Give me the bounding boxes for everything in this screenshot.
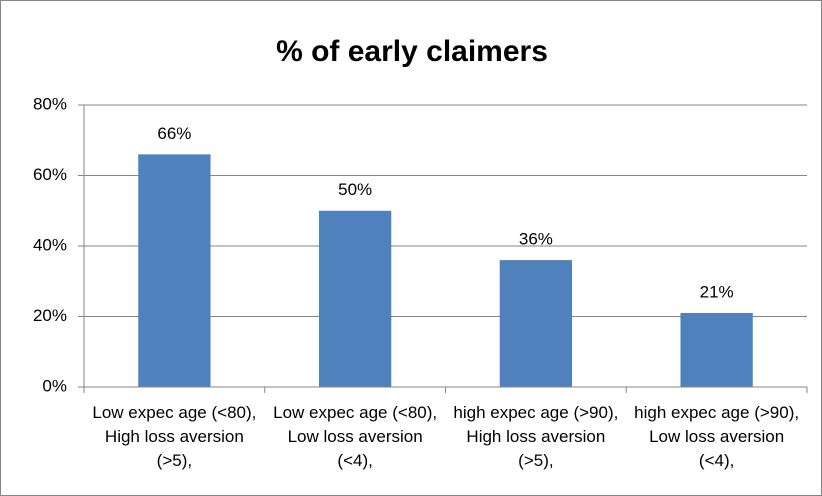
bar bbox=[499, 260, 573, 387]
y-tick-label: 0% bbox=[42, 376, 67, 395]
value-label: 66% bbox=[157, 124, 191, 143]
y-tick-label: 60% bbox=[33, 165, 67, 184]
y-tick-label: 40% bbox=[33, 235, 67, 254]
y-tick-label: 20% bbox=[33, 306, 67, 325]
value-label: 21% bbox=[700, 282, 734, 301]
y-tick-label: 80% bbox=[33, 94, 67, 113]
x-tick-label: high expec age (>90), Low loss aversion … bbox=[634, 403, 800, 470]
value-label: 36% bbox=[519, 230, 553, 249]
bar bbox=[680, 312, 753, 387]
x-tick-label: Low expec age (<80), High loss aversion … bbox=[92, 403, 257, 470]
bar bbox=[318, 210, 392, 387]
bar bbox=[138, 154, 211, 387]
value-label: 50% bbox=[338, 180, 372, 199]
chart-title: % of early claimers bbox=[276, 35, 548, 68]
x-tick-label: high expec age (>90), High loss aversion… bbox=[453, 403, 619, 470]
x-tick-label: Low expec age (<80), Low loss aversion (… bbox=[273, 403, 438, 470]
